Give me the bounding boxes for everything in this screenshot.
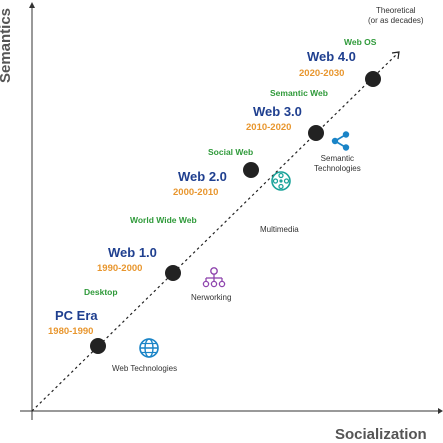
era-name-web1: Web 1.0 xyxy=(108,245,157,260)
era-node-web1 xyxy=(165,265,181,281)
era-years-web2: 2000-2010 xyxy=(173,187,219,198)
tech-label-web-technologies: Web Technologies xyxy=(112,364,178,373)
transition-world-wide-web: World Wide Web xyxy=(130,215,197,225)
x-axis-title: Socialization xyxy=(335,426,427,443)
tech-label-networking: Nerworking xyxy=(191,293,232,302)
transition-semantic-web: Semantic Web xyxy=(270,88,328,98)
era-years-pc: 1980-1990 xyxy=(48,326,94,337)
trend-note: Theoretical (or as decades) xyxy=(368,6,424,26)
era-node-web4 xyxy=(365,71,381,87)
trend-note-line-2: (or as decades) xyxy=(368,16,424,25)
network-icon xyxy=(202,267,226,288)
era-node-pc xyxy=(90,338,106,354)
era-node-web3 xyxy=(308,125,324,141)
transition-web-os: Web OS xyxy=(344,37,377,47)
transition-desktop: Desktop xyxy=(84,287,118,297)
film-reel-icon xyxy=(271,171,291,191)
tech-label-semantic-line-2: Technologies xyxy=(314,164,361,173)
globe-icon xyxy=(139,338,159,358)
era-name-pc: PC Era xyxy=(55,308,98,323)
share-nodes-icon xyxy=(331,131,350,151)
trend-note-line-1: Theoretical xyxy=(376,6,416,15)
transition-social-web: Social Web xyxy=(208,147,254,157)
tech-label-semantic-technologies: Semantic Technologies xyxy=(314,154,361,174)
era-name-web3: Web 3.0 xyxy=(253,104,302,119)
x-axis-arrow xyxy=(438,408,443,414)
tech-label-multimedia: Multimedia xyxy=(260,225,299,234)
era-years-web4: 2020-2030 xyxy=(299,68,345,79)
trend-line xyxy=(31,52,399,412)
y-axis-title: Semantics xyxy=(0,7,15,84)
era-years-web3: 2010-2020 xyxy=(246,122,292,133)
trend-arrow-head xyxy=(391,51,400,60)
era-years-web1: 1990-2000 xyxy=(97,263,143,274)
era-name-web4: Web 4.0 xyxy=(307,49,356,64)
tech-label-semantic-line-1: Semantic xyxy=(320,154,355,163)
y-axis-arrow xyxy=(29,2,35,8)
era-node-web2 xyxy=(243,162,259,178)
era-name-web2: Web 2.0 xyxy=(178,169,227,184)
